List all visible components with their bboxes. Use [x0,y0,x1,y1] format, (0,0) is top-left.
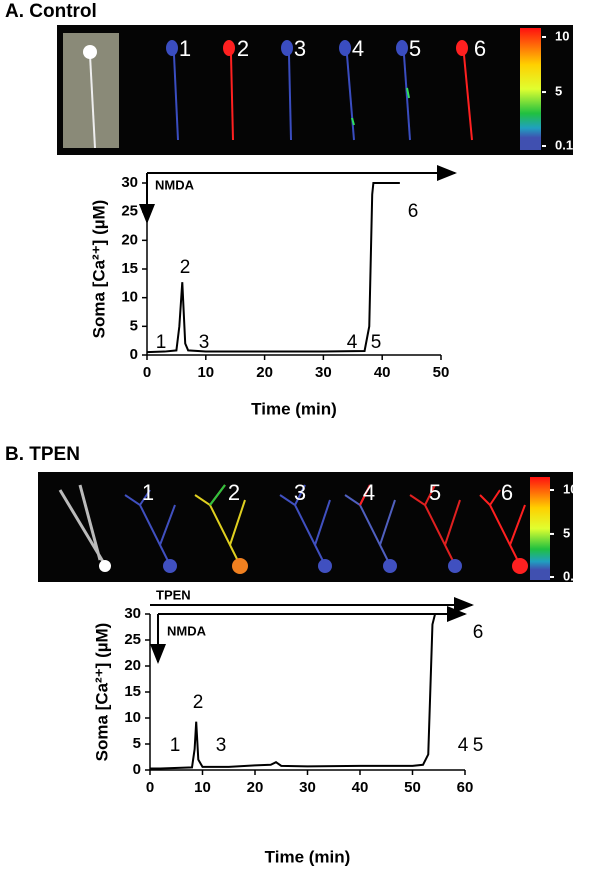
y-tick-label: 30 [124,605,141,622]
image-label: 4 [352,36,364,61]
annotation: NMDA [167,623,207,638]
colorbar-label: 10 [555,28,569,43]
point-label: 2 [193,692,204,713]
x-tick-label: 30 [299,779,316,796]
y-tick-label: 10 [124,709,141,726]
y-tick-label: 10 [121,289,138,306]
point-label: 3 [199,332,210,353]
x-tick-label: 50 [404,779,421,796]
image-label: 5 [409,36,421,61]
colorbar-label: 0.1 [563,568,581,583]
point-label: 2 [180,257,191,278]
y-tick-label: 0 [133,761,141,778]
y-tick-label: 30 [121,174,138,191]
y-axis-label: Soma [Ca²⁺] (µM) [92,623,111,762]
line-series [150,613,465,770]
image-strip [57,25,573,155]
image-label: 6 [501,480,513,505]
y-tick-label: 20 [124,657,141,674]
point-label: 1 [156,332,167,353]
x-tick-label: 10 [197,364,214,381]
image-label: 1 [179,36,191,61]
colorbar-label: 5 [563,525,570,540]
x-tick-label: 20 [256,364,273,381]
colorbar-label: 5 [555,83,562,98]
image-label: 4 [363,480,375,505]
y-tick-label: 25 [121,203,138,220]
panel-title: B. TPEN [5,444,80,465]
x-tick-label: 10 [194,779,211,796]
point-label: 5 [473,735,484,756]
x-tick-label: 0 [143,364,151,381]
point-label: 6 [408,201,419,222]
x-tick-label: 20 [247,779,264,796]
y-tick-label: 0 [130,346,138,363]
x-tick-label: 30 [315,364,332,381]
x-axis-label: Time (min) [265,847,351,866]
y-tick-label: 15 [121,260,138,277]
point-label: 5 [371,332,382,353]
image-label: 2 [237,36,249,61]
line-series [146,182,400,354]
y-tick-label: 5 [133,735,141,752]
y-tick-label: 25 [124,631,141,648]
image-label: 3 [294,480,306,505]
y-tick-label: 5 [130,317,138,334]
image-label: 2 [228,480,240,505]
point-label: 4 [347,332,358,353]
x-tick-label: 40 [352,779,369,796]
point-label: 4 [458,735,469,756]
image-strip [38,472,573,582]
x-tick-label: 0 [146,779,154,796]
image-label: 3 [294,36,306,61]
colorbar-label: 0.1 [555,137,573,152]
annotation: NMDA [155,177,195,192]
colorbar-label: 10 [563,481,577,496]
annotation: TPEN [156,587,191,602]
x-tick-label: 50 [433,364,450,381]
y-tick-label: 20 [121,231,138,248]
panel-title: A. Control [5,1,97,22]
point-label: 6 [473,622,484,643]
point-label: 1 [170,735,181,756]
x-axis-label: Time (min) [251,399,337,418]
x-tick-label: 60 [457,779,474,796]
image-label: 5 [429,480,441,505]
point-label: 3 [216,735,227,756]
y-axis-label: Soma [Ca²⁺] (µM) [89,200,108,339]
x-tick-label: 40 [374,364,391,381]
y-tick-label: 15 [124,683,141,700]
image-label: 1 [142,480,154,505]
image-label: 6 [474,36,486,61]
